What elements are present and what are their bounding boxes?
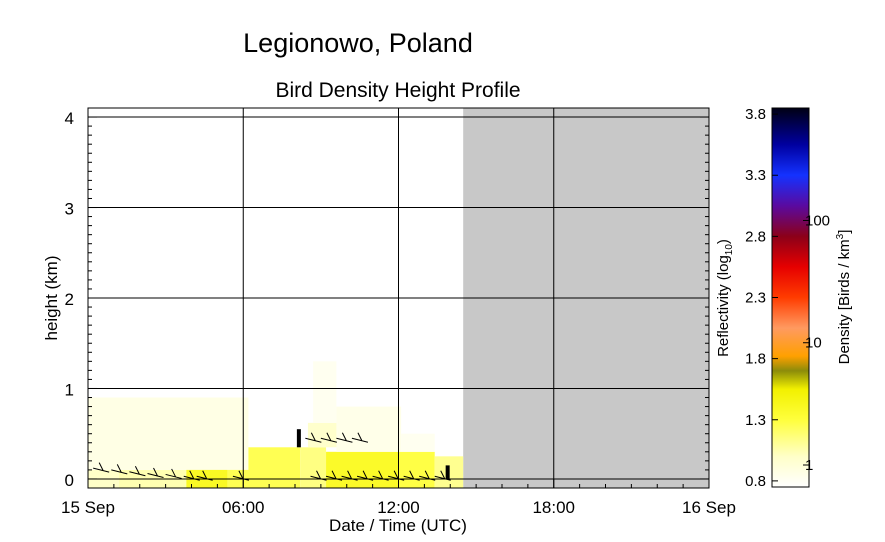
density-cells — [88, 361, 464, 488]
y-axis-label: height (km) — [42, 255, 61, 340]
colorbar-right-tick-label: 10 — [805, 335, 822, 352]
colorbar-left-tick-label: 2.8 — [745, 228, 766, 245]
wind-barbs — [93, 432, 451, 481]
wind-barb — [93, 462, 110, 473]
wind-barb — [147, 467, 164, 479]
y-tick-label: 0 — [65, 471, 74, 490]
chart-suptitle: Legionowo, Poland — [243, 28, 473, 58]
colorbar-left-tick-label: 2.3 — [745, 290, 766, 307]
density-cell — [336, 406, 402, 452]
wind-barb — [372, 470, 389, 481]
y-tick-label: 4 — [65, 109, 74, 128]
x-axis-label: Date / Time (UTC) — [329, 516, 467, 535]
density-cell — [300, 447, 327, 488]
colorbar-right-tick-label: 1 — [805, 457, 813, 474]
colorbar: 0.8 1.3 1.8 2.3 2.8 3.3 3.8 1 10 100 Reflectivity… — [715, 106, 853, 490]
density-label-text: Density [Birds / km — [836, 239, 853, 364]
density-label-end: ] — [836, 230, 853, 234]
wind-barb — [434, 470, 451, 481]
reflectivity-label-text: Reflectivity (log — [715, 255, 732, 357]
wind-barb — [232, 470, 250, 481]
wind-barb — [196, 470, 213, 481]
wind-barb — [403, 470, 420, 481]
colorbar-left-tick-label: 1.8 — [745, 351, 766, 368]
wind-barb — [419, 470, 436, 481]
colorbar-left-tick-label: 1.3 — [745, 412, 766, 429]
colorbar-left-tick-label: 3.3 — [745, 167, 766, 184]
colorbar-left-tick-label: 0.8 — [745, 473, 766, 490]
wind-barb — [351, 432, 369, 443]
y-tick-label: 3 — [65, 200, 74, 219]
wind-barb — [325, 470, 343, 481]
profile-markers — [296, 429, 450, 479]
y-tick-label: 1 — [65, 380, 74, 399]
density-cell — [326, 451, 399, 488]
wind-barb — [341, 470, 358, 481]
colorbar-left-tick-label: 3.8 — [745, 106, 766, 123]
axis-ticks: 15 Sep 06:00 12:00 18:00 16 Sep 0 1 2 3 4 — [61, 109, 736, 517]
wind-barb — [129, 465, 146, 477]
x-tick-label: 15 Sep — [61, 498, 115, 517]
x-tick-label: 18:00 — [532, 498, 575, 517]
wind-barb — [320, 432, 337, 443]
y-tick-label: 2 — [65, 290, 74, 309]
density-cell — [401, 433, 435, 452]
x-tick-label: 06:00 — [222, 498, 265, 517]
wind-barb — [310, 470, 327, 481]
density-cell — [313, 361, 337, 423]
grid-lines — [88, 108, 709, 488]
wind-barb — [305, 432, 322, 443]
chart-title: Bird Density Height Profile — [275, 79, 520, 102]
wind-barb — [111, 464, 128, 475]
colorbar-reflectivity-label: Reflectivity (log10) — [715, 239, 735, 357]
wind-barb — [336, 432, 353, 443]
density-cell — [88, 397, 249, 470]
density-cell — [398, 451, 435, 488]
reflectivity-label-subscript: 10 — [724, 244, 735, 256]
density-label-superscript: 3 — [835, 233, 846, 239]
x-tick-label: 16 Sep — [682, 498, 736, 517]
wind-barb — [356, 470, 374, 481]
wind-barb — [165, 468, 182, 479]
colorbar-ticks: 0.8 1.3 1.8 2.3 2.8 3.3 3.8 1 10 100 — [745, 106, 830, 490]
colorbar-right-tick-label: 100 — [805, 212, 830, 229]
reflectivity-label-end: ) — [715, 239, 732, 244]
plot-area: 15 Sep 06:00 12:00 18:00 16 Sep 0 1 2 3 4 — [61, 107, 736, 517]
x-tick-label: 12:00 — [377, 498, 420, 517]
wind-barb — [388, 470, 405, 481]
colorbar-density-label: Density [Birds / km3] — [835, 230, 853, 365]
wind-barb — [183, 470, 200, 481]
